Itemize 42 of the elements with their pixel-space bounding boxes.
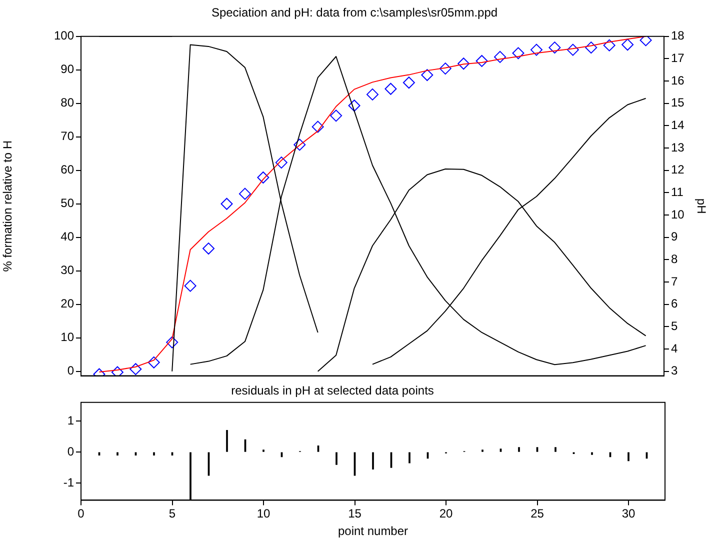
y-tick-label: 20	[60, 296, 74, 311]
y2-tick-label: 10	[671, 207, 685, 222]
y2-tick-label: 16	[671, 73, 685, 88]
y-tick-label: 30	[60, 263, 74, 278]
y-tick-label: 1	[67, 413, 74, 428]
x-tick-label: 15	[348, 506, 362, 521]
y-tick-label: 0	[67, 444, 74, 458]
x-axis-title: point number	[338, 524, 408, 538]
y2-tick-label: 9	[671, 230, 678, 244]
y-tick-label: 40	[60, 230, 74, 244]
x-tick-label: 20	[439, 506, 453, 521]
y-tick-label: 70	[60, 129, 74, 144]
y2-tick-label: 18	[671, 28, 685, 43]
y-tick-label: 80	[60, 96, 74, 110]
chart-title: Speciation and pH: data from c:\samples\sr05mm.ppd	[211, 6, 498, 20]
x-tick-label: 25	[530, 506, 544, 521]
y2-tick-label: 14	[671, 118, 685, 132]
y2-tick-label: 11	[671, 185, 684, 200]
y-tick-label: 100	[54, 28, 74, 43]
y2-tick-label: 8	[671, 252, 678, 266]
y-tick-label: 10	[60, 330, 74, 344]
y2-tick-label: 3	[671, 364, 678, 378]
y-tick-label: 0	[67, 364, 74, 378]
y2-tick-label: 6	[671, 296, 678, 311]
y-tick-label: 50	[60, 196, 74, 210]
y2-tick-label: 15	[671, 96, 685, 110]
y-tick-label: 60	[60, 162, 74, 177]
y2-tick-label: 7	[671, 274, 678, 288]
y2-tick-label: 17	[671, 51, 685, 66]
chart-title: residuals in pH at selected data points	[231, 384, 434, 398]
x-tick-label: 0	[78, 506, 85, 521]
y-axis-title: % formation relative to H	[0, 140, 15, 272]
y2-tick-label: 5	[671, 318, 678, 333]
y-tick-label: -1	[63, 475, 74, 490]
y2-axis-title: pH	[694, 198, 708, 214]
y2-tick-label: 13	[671, 140, 685, 154]
x-tick-label: 5	[168, 506, 176, 521]
y2-tick-label: 4	[671, 341, 678, 356]
x-tick-label: 10	[256, 506, 270, 521]
x-tick-label: 30	[622, 506, 636, 521]
y2-tick-label: 12	[671, 162, 685, 177]
y-tick-label: 90	[60, 62, 74, 76]
